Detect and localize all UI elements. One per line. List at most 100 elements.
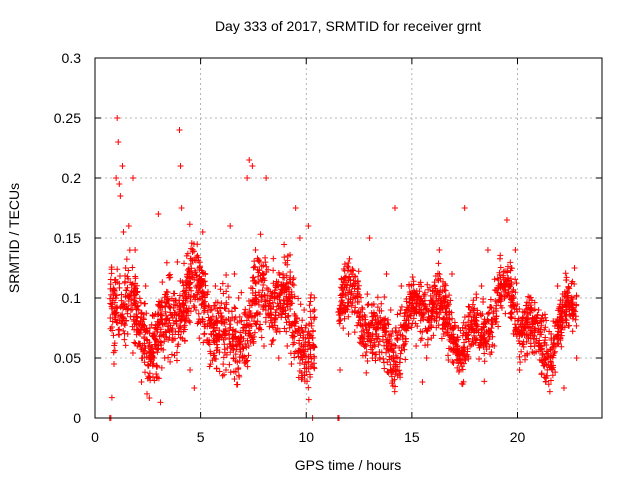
data-point: [139, 355, 146, 362]
data-point: [477, 341, 484, 348]
data-point: [368, 319, 375, 326]
data-point: [444, 326, 451, 333]
data-point: [257, 321, 264, 328]
data-point: [142, 300, 149, 307]
data-point: [554, 283, 561, 289]
data-point: [431, 282, 438, 289]
data-point: [260, 282, 267, 289]
data-point: [302, 334, 309, 341]
data-point: [564, 299, 571, 306]
data-point: [352, 292, 359, 299]
data-point: [397, 355, 404, 362]
data-point: [172, 318, 179, 325]
data-point: [563, 277, 570, 284]
data-point: [120, 327, 127, 334]
data-point: [299, 328, 306, 335]
data-point: [520, 314, 527, 321]
data-point: [307, 351, 314, 358]
data-point: [177, 322, 184, 329]
data-point: [250, 264, 257, 271]
data-point: [512, 327, 519, 334]
data-point: [311, 314, 318, 321]
data-point: [396, 371, 403, 378]
data-point: [123, 256, 130, 263]
data-point: [382, 325, 389, 332]
data-point: [495, 284, 502, 291]
data-point: [533, 335, 540, 342]
data-point: [545, 381, 552, 388]
data-point: [302, 359, 309, 366]
data-point: [482, 340, 489, 347]
data-point: [496, 255, 503, 262]
data-point: [284, 301, 291, 308]
data-point: [164, 289, 171, 296]
data-point: [510, 330, 517, 337]
data-point: [439, 326, 446, 333]
data-point: [125, 223, 132, 229]
y-tick-label: 0.1: [62, 290, 82, 306]
data-point: [442, 287, 449, 294]
data-point: [175, 331, 182, 338]
data-point: [237, 340, 244, 347]
data-point: [491, 343, 498, 349]
data-point: [271, 290, 278, 297]
data-point: [434, 310, 441, 317]
data-point: [558, 343, 565, 350]
data-point: [438, 302, 445, 309]
data-point: [218, 318, 225, 325]
data-point: [222, 305, 229, 312]
data-point: [161, 355, 168, 361]
data-point: [420, 316, 427, 323]
data-point: [484, 310, 491, 317]
data-point: [284, 261, 291, 268]
data-point: [269, 337, 276, 344]
data-point: [442, 319, 449, 325]
y-tick-label: 0.25: [54, 110, 81, 126]
data-point: [430, 300, 437, 307]
data-point: [350, 277, 357, 284]
data-point: [191, 292, 198, 299]
data-point: [168, 351, 175, 358]
data-point: [108, 323, 115, 330]
data-point: [280, 271, 287, 277]
data-point: [419, 310, 426, 317]
data-point: [440, 298, 447, 305]
data-point: [154, 346, 161, 353]
data-point: [454, 364, 461, 371]
data-point: [214, 333, 221, 340]
data-point: [152, 325, 159, 332]
data-point: [209, 313, 216, 320]
data-point: [153, 362, 160, 369]
data-point: [142, 283, 149, 289]
data-point: [245, 352, 252, 359]
data-point: [357, 309, 364, 316]
data-point: [224, 344, 231, 351]
data-point: [341, 315, 348, 322]
data-point: [413, 292, 420, 299]
data-point: [115, 312, 122, 319]
data-point: [505, 284, 512, 291]
data-point: [273, 278, 280, 285]
data-point: [383, 339, 390, 346]
data-point: [260, 270, 267, 277]
data-point: [263, 175, 270, 181]
data-point: [216, 327, 223, 334]
data-point: [541, 361, 548, 367]
data-point: [462, 357, 469, 364]
data-point: [211, 320, 218, 327]
data-point: [381, 365, 388, 372]
data-point: [365, 338, 372, 345]
data-point: [194, 320, 201, 327]
data-point: [553, 319, 560, 326]
data-point: [465, 338, 472, 345]
data-point: [107, 285, 114, 292]
data-point: [500, 272, 507, 279]
data-point: [373, 320, 380, 327]
data-point: [408, 324, 415, 331]
data-point: [113, 175, 120, 181]
data-point: [371, 310, 378, 317]
data-point: [469, 301, 476, 308]
data-point: [542, 334, 549, 341]
data-point: [550, 340, 557, 347]
data-point: [245, 298, 252, 305]
